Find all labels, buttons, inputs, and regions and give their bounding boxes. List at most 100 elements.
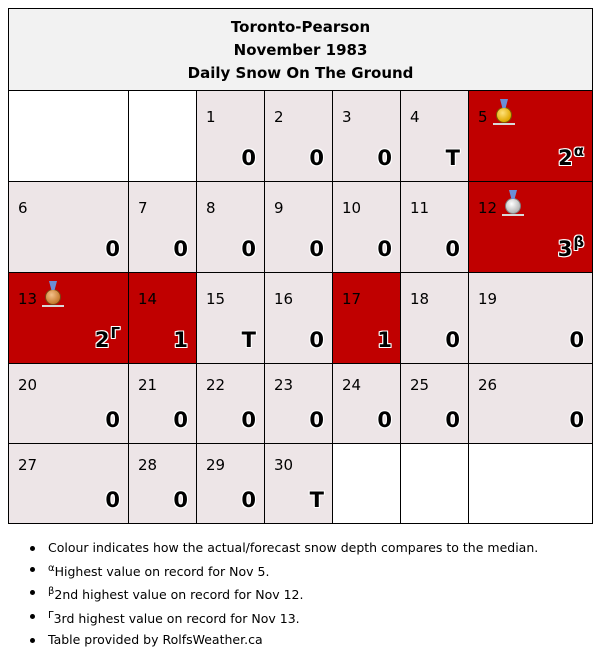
- empty-cell: [8, 90, 129, 182]
- snow-value: 0: [241, 408, 256, 432]
- footnote: Colour indicates how the actual/forecast…: [30, 538, 538, 559]
- snow-value: 0: [377, 146, 392, 170]
- day-number: 4: [410, 108, 420, 126]
- day-number: 2: [274, 108, 284, 126]
- day-cell: 30 T: [264, 443, 333, 524]
- snow-value: 0: [173, 237, 188, 261]
- snow-value: 0: [445, 408, 460, 432]
- day-cell: 14 1: [128, 272, 197, 364]
- day-cell: 28 0: [128, 443, 197, 524]
- day-number: 17: [342, 290, 362, 308]
- snow-value: 0: [309, 408, 324, 432]
- snow-value: 0: [173, 488, 188, 512]
- day-number: 11: [410, 199, 430, 217]
- snow-value: T: [309, 488, 324, 512]
- silver-medal-icon: [502, 198, 524, 216]
- snow-value: 0: [569, 408, 585, 432]
- footnote: β2nd highest value on record for Nov 12.: [30, 582, 538, 606]
- snow-calendar: Toronto-Pearson November 1983 Daily Snow…: [7, 8, 594, 524]
- day-number: 16: [274, 290, 294, 308]
- day-number: 24: [342, 376, 362, 394]
- day-cell: 25 0: [400, 363, 469, 444]
- snow-value: 0: [241, 488, 256, 512]
- day-number: 8: [206, 199, 216, 217]
- snow-value: T: [241, 328, 256, 352]
- bronze-medal-icon: [42, 289, 64, 307]
- table-subtitle: Daily Snow On The Ground: [187, 64, 414, 82]
- day-number: 7: [138, 199, 148, 217]
- day-cell: 20 0: [8, 363, 129, 444]
- month-year: November 1983: [233, 41, 368, 59]
- day-number: 3: [342, 108, 352, 126]
- day-number: 22: [206, 376, 226, 394]
- day-number: 14: [138, 290, 158, 308]
- day-number: 23: [274, 376, 294, 394]
- day-cell: 15 T: [196, 272, 265, 364]
- day-cell: 19 0: [467, 272, 594, 364]
- snow-value: 1: [173, 328, 188, 352]
- day-number: 9: [274, 199, 284, 217]
- snow-value: 0: [309, 146, 324, 170]
- day-number: 10: [342, 199, 362, 217]
- station-name: Toronto-Pearson: [230, 18, 371, 36]
- empty-cell: [332, 443, 401, 524]
- snow-value: 0: [241, 237, 256, 261]
- day-cell: 23 0: [264, 363, 333, 444]
- day-cell: 17 1: [332, 272, 401, 364]
- day-cell: 16 0: [264, 272, 333, 364]
- footnote: αHighest value on record for Nov 5.: [30, 559, 538, 583]
- day-cell: 13 2Γ: [8, 272, 129, 364]
- snow-value: 0: [377, 408, 392, 432]
- day-cell: 11 0: [400, 181, 469, 273]
- snow-value: 0: [173, 408, 188, 432]
- snow-value: 2α: [558, 142, 585, 170]
- snow-value: 0: [241, 146, 256, 170]
- snow-value: 0: [105, 408, 120, 432]
- day-number: 18: [410, 290, 430, 308]
- day-number: 1: [206, 108, 216, 126]
- empty-cell: [400, 443, 469, 524]
- day-number: 13: [18, 290, 38, 308]
- day-cell: 24 0: [332, 363, 401, 444]
- day-number: 6: [18, 199, 28, 217]
- snow-value: 0: [569, 328, 585, 352]
- day-number: 29: [206, 456, 226, 474]
- snow-value: 0: [445, 328, 460, 352]
- day-number: 26: [478, 376, 498, 394]
- snow-value: 3β: [557, 233, 585, 261]
- empty-cell: [467, 443, 594, 524]
- snow-value: 0: [309, 328, 324, 352]
- day-cell: 22 0: [196, 363, 265, 444]
- day-cell: 5 2α: [467, 90, 594, 182]
- day-number: 5: [478, 108, 488, 126]
- day-cell: 29 0: [196, 443, 265, 524]
- day-cell: 26 0: [467, 363, 594, 444]
- day-number: 27: [18, 456, 38, 474]
- snow-value: 0: [377, 237, 392, 261]
- footnote: Γ3rd highest value on record for Nov 13.: [30, 606, 538, 630]
- day-cell: 27 0: [8, 443, 129, 524]
- day-number: 21: [138, 376, 158, 394]
- footnotes: Colour indicates how the actual/forecast…: [30, 538, 538, 649]
- day-number: 19: [478, 290, 498, 308]
- empty-cell: [128, 90, 197, 182]
- snow-value: 0: [445, 237, 460, 261]
- day-number: 12: [478, 199, 498, 217]
- gold-medal-icon: [493, 107, 515, 125]
- day-number: 25: [410, 376, 430, 394]
- day-number: 30: [274, 456, 294, 474]
- calendar-header: Toronto-Pearson November 1983 Daily Snow…: [7, 8, 594, 91]
- snow-value: 0: [105, 488, 120, 512]
- day-number: 15: [206, 290, 226, 308]
- snow-value: 1: [377, 328, 392, 352]
- snow-value: 0: [105, 237, 120, 261]
- footnote: Table provided by RolfsWeather.ca: [30, 630, 538, 649]
- snow-value: 0: [309, 237, 324, 261]
